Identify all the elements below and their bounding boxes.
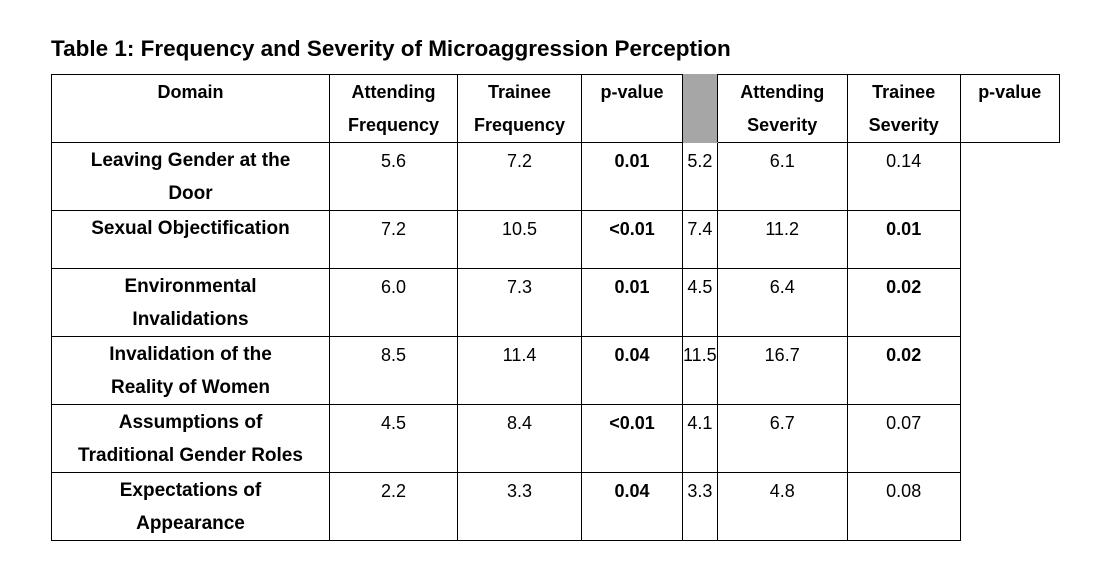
attending-severity-cell: 4.5 [682,268,718,337]
domain-cell: Assumptions of Traditional Gender Roles [51,404,330,473]
attending-frequency-cell: 5.6 [329,142,458,211]
column-header-p-value-frequency: p-value [581,74,683,143]
attending-severity-cell: 3.3 [682,472,718,541]
p-value-frequency-cell: 0.04 [581,336,683,405]
p-value-frequency-cell: 0.01 [581,268,683,337]
trainee-severity-cell: 6.7 [716,404,848,473]
trainee-frequency-cell: 7.3 [457,268,582,337]
p-value-frequency-cell: <0.01 [581,404,683,473]
trainee-frequency-cell: 10.5 [457,210,582,269]
table-row: Assumptions of Traditional Gender Roles 4.… [51,404,1060,473]
p-value-severity-cell: 0.08 [846,472,961,541]
attending-severity-cell: 4.1 [682,404,718,473]
table-row: Sexual Objectification 7.2 10.5 <0.01 7.4 11.… [51,210,1060,269]
domain-cell: Expectations of Appearance [51,472,330,541]
table-row: Invalidation of the Reality of Women 8.5 11… [51,336,1060,405]
trainee-severity-cell: 11.2 [716,210,848,269]
domain-cell: Environmental Invalidations [51,268,330,337]
trainee-severity-cell: 4.8 [716,472,848,541]
p-value-severity-cell: 0.01 [846,210,961,269]
column-header-p-value-severity: p-value [959,74,1060,143]
attending-frequency-cell: 2.2 [329,472,458,541]
attending-frequency-cell: 4.5 [329,404,458,473]
trainee-severity-cell: 6.4 [716,268,848,337]
header-row: Domain Attending Frequency Trainee Frequen… [51,74,1060,143]
p-value-frequency-cell: <0.01 [581,210,683,269]
trainee-frequency-cell: 3.3 [457,472,582,541]
trainee-severity-cell: 6.1 [716,142,848,211]
column-header-attending-severity: Attending Severity [716,74,848,143]
domain-cell: Leaving Gender at the Door [51,142,330,211]
trainee-frequency-cell: 8.4 [457,404,582,473]
attending-frequency-cell: 8.5 [329,336,458,405]
trainee-frequency-cell: 7.2 [457,142,582,211]
table-title: Table 1: Frequency and Severity of Micro… [51,36,731,61]
column-header-trainee-severity: Trainee Severity [846,74,961,143]
table-row: Leaving Gender at the Door 5.6 7.2 0.01 5.2 6.… [51,142,1060,211]
domain-cell: Invalidation of the Reality of Women [51,336,330,405]
table-row: Expectations of Appearance 2.2 3.3 0.04 3.3 4.… [51,472,1060,541]
p-value-frequency-cell: 0.01 [581,142,683,211]
domain-cell: Sexual Objectification [51,210,330,269]
attending-frequency-cell: 7.2 [329,210,458,269]
column-header-trainee-frequency: Trainee Frequency [457,74,582,143]
results-table: Domain Attending Frequency Trainee Frequen… [51,74,1060,541]
table-row: Environmental Invalidations 6.0 7.3 0.01 4.5 6… [51,268,1060,337]
attending-frequency-cell: 6.0 [329,268,458,337]
p-value-severity-cell: 0.14 [846,142,961,211]
trainee-frequency-cell: 11.4 [457,336,582,405]
attending-severity-cell: 11.5 [682,336,718,405]
trainee-severity-cell: 16.7 [716,336,848,405]
attending-severity-cell: 7.4 [682,210,718,269]
p-value-severity-cell: 0.07 [846,404,961,473]
p-value-severity-cell: 0.02 [846,336,961,405]
separator-column [682,74,718,143]
p-value-severity-cell: 0.02 [846,268,961,337]
column-header-attending-frequency: Attending Frequency [329,74,458,143]
attending-severity-cell: 5.2 [682,142,718,211]
p-value-frequency-cell: 0.04 [581,472,683,541]
column-header-domain: Domain [51,74,330,143]
